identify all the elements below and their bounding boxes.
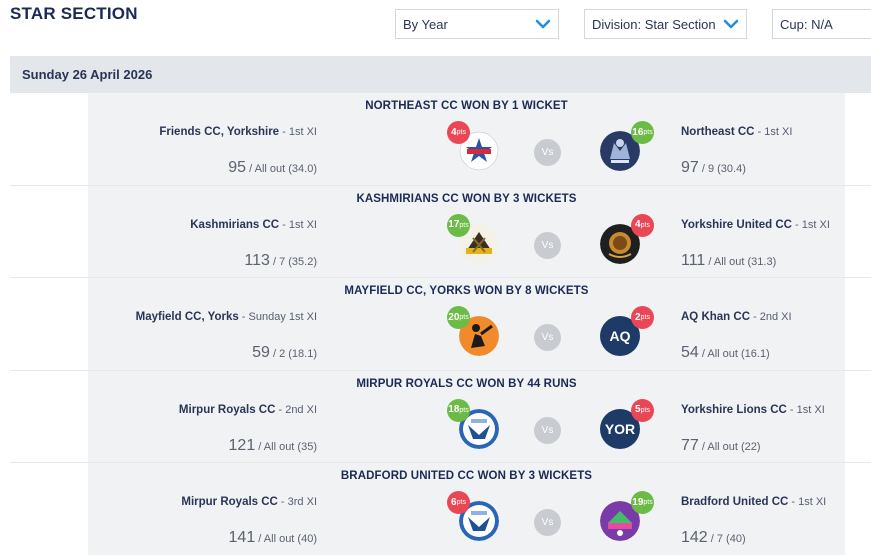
away-score-detail: / 7 (40) xyxy=(707,533,746,545)
match-row[interactable]: MAYFIELD CC, YORKS WON BY 8 WICKETS Mayf… xyxy=(10,278,871,371)
match-row[interactable]: KASHMIRIANS CC WON BY 3 WICKETS Kashmiri… xyxy=(10,185,871,278)
chevron-down-icon xyxy=(535,19,551,29)
away-score-detail: / All out (22) xyxy=(698,440,761,453)
away-team-xi: - 1st XI xyxy=(791,218,830,231)
away-score: 54 / All out (16.1) xyxy=(681,344,770,361)
match-row[interactable]: BRADFORD UNITED CC WON BY 3 WICKETS Mirp… xyxy=(10,463,871,555)
away-score: 97 / 9 (30.4) xyxy=(681,159,746,176)
away-team-xi: - 1st XI xyxy=(754,126,793,138)
match-row[interactable]: MIRPUR ROYALS CC WON BY 44 RUNS Mirpur R… xyxy=(10,370,871,463)
home-score: 113 / 7 (35.2) xyxy=(244,251,317,269)
home-points-badge: 4 pts xyxy=(447,121,470,144)
mayfield-cc-logo xyxy=(459,316,499,356)
home-points-badge: 18 pts xyxy=(447,398,470,422)
home-team-name[interactable]: Mirpur Royals CC - 3rd XI xyxy=(181,496,317,508)
vs-badge: Vs xyxy=(534,139,561,166)
away-team-xi: - 2nd XI xyxy=(750,311,792,323)
match-card: MAYFIELD CC, YORKS WON BY 8 WICKETS Mayf… xyxy=(88,278,845,370)
vs-badge: Vs xyxy=(534,324,561,351)
match-result: NORTHEAST CC WON BY 1 WICKET xyxy=(365,100,568,112)
away-score-detail: / All out (31.3) xyxy=(705,255,777,268)
cup-select[interactable]: Cup: N/A xyxy=(772,9,871,39)
away-team-xi: - 1st XI xyxy=(788,496,827,508)
away-points-badge: 4 pts xyxy=(631,213,654,237)
yorkshire-united-cc-logo xyxy=(600,223,640,264)
away-team-name[interactable]: Northeast CC - 1st XI xyxy=(681,126,793,138)
away-team-xi: - 1st XI xyxy=(786,403,825,416)
division-select-value: Division: Star Section xyxy=(592,16,716,32)
away-points-badge: 2 pts xyxy=(631,306,654,329)
match-result: MAYFIELD CC, YORKS WON BY 8 WICKETS xyxy=(344,285,589,297)
page-title: STAR SECTION xyxy=(10,4,138,23)
bradford-united-cc-logo xyxy=(600,501,640,541)
away-score-detail: / All out (16.1) xyxy=(698,348,770,360)
away-points-badge: 19 pts xyxy=(631,491,654,514)
vs-badge: Vs xyxy=(534,416,561,444)
away-points-badge: 5 pts xyxy=(631,398,654,422)
match-card: MIRPUR ROYALS CC WON BY 44 RUNS Mirpur R… xyxy=(88,370,845,462)
northeast-cc-logo xyxy=(600,131,640,171)
match-card: NORTHEAST CC WON BY 1 WICKET Friends CC,… xyxy=(88,93,845,185)
home-score: 95 / All out (34.0) xyxy=(228,159,317,176)
away-team-name[interactable]: AQ Khan CC - 2nd XI xyxy=(681,311,792,323)
vs-badge: Vs xyxy=(534,509,561,536)
home-score: 121 / All out (35) xyxy=(228,436,317,454)
division-select[interactable]: Division: Star Section xyxy=(584,9,747,39)
home-team-name[interactable]: Mirpur Royals CC - 2nd XI xyxy=(178,403,317,416)
away-score: 111 / All out (31.3) xyxy=(681,251,777,269)
home-score-detail: / All out (34.0) xyxy=(246,163,317,175)
chevron-down-icon xyxy=(723,19,739,29)
match-row[interactable]: NORTHEAST CC WON BY 1 WICKET Friends CC,… xyxy=(10,93,871,186)
date-header: Sunday 26 April 2026 xyxy=(10,56,871,93)
home-points-badge: 6 pts xyxy=(447,491,470,514)
match-result: BRADFORD UNITED CC WON BY 3 WICKETS xyxy=(340,470,593,482)
home-team-xi: - 2nd XI xyxy=(275,403,317,416)
home-score-detail: / All out (40) xyxy=(255,533,317,545)
home-team-name[interactable]: Kashmirians CC - 1st XI xyxy=(190,218,317,231)
home-team-xi: - 1st XI xyxy=(279,218,317,231)
home-points-badge: 17 pts xyxy=(447,213,470,237)
match-result: KASHMIRIANS CC WON BY 3 WICKETS xyxy=(356,192,577,205)
vs-badge: Vs xyxy=(534,231,561,259)
match-result: MIRPUR ROYALS CC WON BY 44 RUNS xyxy=(356,377,577,390)
home-score-detail: / 7 (35.2) xyxy=(269,255,317,268)
home-team-xi: - 3rd XI xyxy=(277,496,317,508)
home-score-detail: / All out (35) xyxy=(255,440,317,453)
kashmirians-cc-logo xyxy=(459,223,499,264)
home-team-name[interactable]: Mayfield CC, Yorks - Sunday 1st XI xyxy=(135,311,317,323)
match-card: BRADFORD UNITED CC WON BY 3 WICKETS Mirp… xyxy=(88,463,845,555)
home-team-name[interactable]: Friends CC, Yorkshire - 1st XI xyxy=(159,126,317,138)
fixtures-list: NORTHEAST CC WON BY 1 WICKET Friends CC,… xyxy=(10,93,871,555)
home-score-detail: / 2 (18.1) xyxy=(269,348,317,360)
year-select[interactable]: By Year xyxy=(395,9,559,39)
away-score: 142 / 7 (40) xyxy=(681,529,746,546)
away-score: 77 / All out (22) xyxy=(681,436,761,454)
home-score: 141 / All out (40) xyxy=(228,529,317,546)
away-score-detail: / 9 (30.4) xyxy=(698,163,746,175)
home-score: 59 / 2 (18.1) xyxy=(252,344,317,361)
mirpur-royals-cc-logo xyxy=(459,501,499,541)
home-points-badge: 20 pts xyxy=(447,306,470,329)
home-team-xi: - 1st XI xyxy=(279,126,317,138)
away-team-name[interactable]: Bradford United CC - 1st XI xyxy=(681,496,827,508)
friends-cc-logo xyxy=(459,131,499,171)
mirpur-royals-cc-logo xyxy=(459,408,499,449)
home-team-xi: - Sunday 1st XI xyxy=(238,311,317,323)
away-points-badge: 16 pts xyxy=(631,121,654,144)
away-team-name[interactable]: Yorkshire Lions CC - 1st XI xyxy=(681,403,825,416)
year-select-value: By Year xyxy=(403,16,448,32)
away-team-name[interactable]: Yorkshire United CC - 1st XI xyxy=(681,218,830,231)
match-card: KASHMIRIANS CC WON BY 3 WICKETS Kashmiri… xyxy=(88,185,845,277)
cup-select-value: Cup: N/A xyxy=(780,16,833,32)
